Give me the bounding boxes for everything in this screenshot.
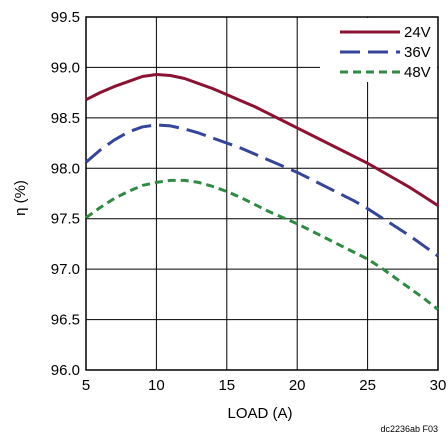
legend: 24V 36V 48V bbox=[320, 18, 437, 82]
y-tick-label: 99.0 bbox=[51, 59, 80, 76]
series-line-24v bbox=[85, 72, 439, 207]
legend-label-24v: 24V bbox=[404, 24, 431, 41]
x-tick-label: 30 bbox=[430, 377, 447, 394]
grid bbox=[85, 16, 439, 371]
x-tick-label: 5 bbox=[82, 377, 90, 394]
plot-frame bbox=[85, 16, 439, 371]
y-tick-label: 96.5 bbox=[51, 312, 80, 329]
x-axis-label: LOAD (A) bbox=[227, 405, 292, 422]
y-tick-label: 98.0 bbox=[51, 160, 80, 177]
y-tick-label: 99.5 bbox=[51, 9, 80, 26]
x-tick-label: 15 bbox=[218, 377, 235, 394]
series-line-48v bbox=[85, 178, 439, 311]
y-axis-label: η (%) bbox=[12, 180, 29, 216]
series-line-36v bbox=[85, 123, 439, 258]
y-tick-label: 97.5 bbox=[51, 211, 80, 228]
x-tick-labels: 5 10 15 20 25 30 bbox=[82, 377, 447, 394]
y-tick-label: 96.0 bbox=[51, 362, 80, 379]
x-tick-label: 25 bbox=[359, 377, 376, 394]
x-tick-label: 10 bbox=[148, 377, 165, 394]
y-tick-label: 98.5 bbox=[51, 110, 80, 127]
figure-id: dc2236ab F03 bbox=[380, 424, 438, 434]
legend-background bbox=[320, 18, 437, 82]
y-tick-labels: 99.5 99.0 98.5 98.0 97.5 97.0 96.5 96.0 bbox=[51, 9, 80, 379]
legend-label-36v: 36V bbox=[404, 44, 431, 61]
x-tick-label: 20 bbox=[289, 377, 306, 394]
legend-label-48v: 48V bbox=[404, 64, 431, 81]
y-tick-label: 97.0 bbox=[51, 261, 80, 278]
series-layer bbox=[85, 72, 439, 311]
